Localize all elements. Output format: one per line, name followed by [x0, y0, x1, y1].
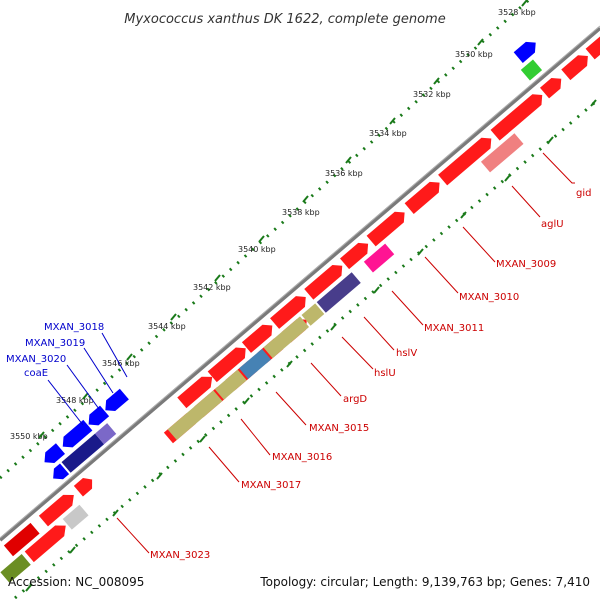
tick-labels: 3528 kbp 3530 kbp 3532 kbp 3534 kbp 3536… — [10, 8, 536, 441]
gene-box-olive — [0, 554, 31, 583]
gene-box-purple — [94, 423, 117, 445]
gene-label: MXAN_3023 — [150, 550, 210, 561]
map-title: Myxococcus xanthus DK 1622, complete gen… — [124, 12, 445, 27]
gene-box-darkslate — [316, 272, 361, 313]
gene-box-khaki — [301, 303, 325, 326]
gene-arrow — [3, 522, 40, 557]
gene-box-steelblue — [239, 348, 272, 379]
gene-box-magenta — [363, 243, 395, 273]
gene-label: MXAN_3018 — [44, 322, 104, 333]
gene-arrow — [73, 478, 93, 497]
gene-arrow-reverse — [53, 463, 70, 480]
gene-arrow — [177, 376, 213, 409]
tick-label: 3530 kbp — [455, 50, 493, 59]
gene-arrow — [490, 94, 543, 141]
genome-backbone — [0, 26, 600, 542]
gene-box-khaki — [214, 369, 247, 400]
tick-label: 3540 kbp — [238, 245, 276, 254]
gene-label: coaE — [24, 368, 48, 379]
gene-arrow — [304, 265, 343, 300]
tick-label: 3546 kbp — [102, 359, 140, 368]
genes-forward-strand — [44, 41, 543, 480]
tick-label: 3548 kbp — [56, 396, 94, 405]
gene-label: MXAN_3010 — [459, 292, 519, 303]
genes-lane-colored — [0, 133, 524, 583]
tick-label: 3544 kbp — [148, 322, 186, 331]
gene-label: hslV — [396, 348, 417, 359]
genome-backbone-highlight — [0, 25, 600, 539]
gene-arrow — [339, 242, 369, 270]
forward-guide-line — [0, 0, 531, 480]
reverse-tick-marks — [25, 99, 597, 592]
gene-arrow — [438, 137, 492, 186]
tick-label: 3528 kbp — [498, 8, 536, 17]
gene-arrow-reverse — [105, 388, 129, 412]
gene-box-green — [520, 59, 543, 81]
gene-label: MXAN_3015 — [309, 423, 369, 434]
gene-arrow — [241, 324, 273, 353]
gene-box-gray — [62, 504, 89, 530]
gene-arrow — [366, 211, 405, 247]
gene-arrow — [561, 55, 588, 81]
gene-arrow — [38, 494, 74, 527]
reverse-gene-labels: gid aglU MXAN_3009 MXAN_3010 MXAN_3011 h… — [116, 152, 591, 561]
gene-box-navy — [61, 433, 105, 473]
gene-arrow — [24, 525, 66, 563]
gene-label: MXAN_3016 — [272, 452, 332, 463]
tick-label: 3534 kbp — [369, 129, 407, 138]
gene-label: MXAN_3017 — [241, 480, 301, 491]
tick-label: 3542 kbp — [193, 283, 231, 292]
gene-arrow — [539, 77, 562, 99]
gene-box-khaki — [167, 390, 223, 441]
forward-tick-marks — [38, 0, 528, 439]
gene-label: argD — [343, 394, 367, 405]
tick-label: 3532 kbp — [413, 90, 451, 99]
gene-label: MXAN_3011 — [424, 323, 484, 334]
gene-arrow — [513, 41, 536, 63]
topology-text: Topology: circular; Length: 9,139,763 bp… — [259, 575, 590, 589]
gene-label: MXAN_3009 — [496, 259, 556, 270]
tick-label: 3538 kbp — [282, 208, 320, 217]
forward-gene-labels: MXAN_3018 MXAN_3019 MXAN_3020 coaE — [6, 322, 128, 426]
gene-arrow — [585, 35, 600, 60]
tick-label: 3536 kbp — [325, 169, 363, 178]
gene-label: hslU — [374, 368, 396, 379]
gene-label: aglU — [541, 219, 564, 230]
gene-arrow-reverse — [44, 443, 66, 464]
gene-box-salmon — [480, 133, 524, 173]
gene-arrow — [207, 347, 246, 383]
gene-box-khaki — [263, 316, 310, 359]
reverse-guide-line — [14, 96, 600, 600]
tick-label: 3550 kbp — [10, 432, 48, 441]
gene-arrow — [404, 181, 440, 214]
gene-label: MXAN_3019 — [25, 338, 85, 349]
gene-arrow-reverse — [62, 419, 93, 448]
gene-label: MXAN_3020 — [6, 354, 66, 365]
gene-label: gid — [576, 188, 591, 199]
gene-arrow — [270, 296, 306, 329]
gene-arrow-reverse — [88, 405, 110, 426]
accession-text: Accession: NC_008095 — [8, 575, 144, 589]
